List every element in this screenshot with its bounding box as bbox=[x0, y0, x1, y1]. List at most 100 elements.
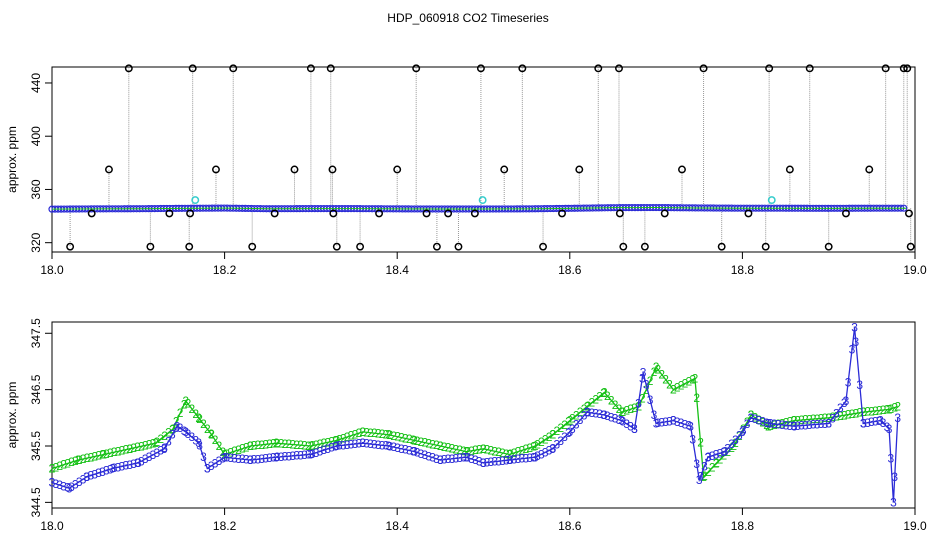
series-3-marker: 3 bbox=[779, 418, 786, 432]
high-outlier-marker bbox=[306, 64, 315, 73]
series-3-marker: 3 bbox=[348, 437, 355, 451]
series-3-marker: 3 bbox=[196, 439, 203, 453]
series-3-marker: 3 bbox=[165, 434, 172, 448]
series-2-marker: 2 bbox=[154, 435, 161, 449]
baseline-line bbox=[51, 207, 907, 210]
series-3-marker: 3 bbox=[204, 462, 211, 476]
series-2-marker: 2 bbox=[456, 443, 463, 457]
series-3-marker: 3 bbox=[569, 422, 576, 436]
series-3-marker: 3 bbox=[235, 452, 242, 466]
series-2-marker: 2 bbox=[783, 415, 790, 429]
series-2-marker: 2 bbox=[689, 372, 696, 386]
series-2-marker: 2 bbox=[658, 367, 665, 381]
series-3-marker: 3 bbox=[538, 447, 545, 461]
series-2-point: 2 bbox=[894, 400, 901, 414]
series-3-marker: 3 bbox=[686, 419, 693, 433]
series-2-marker: 2 bbox=[884, 403, 891, 417]
series-3-marker: 3 bbox=[421, 448, 428, 462]
series-3-marker: 3 bbox=[387, 439, 394, 453]
series-2-point: 2 bbox=[566, 414, 573, 428]
series-3-marker: 3 bbox=[600, 408, 607, 422]
series-3-marker: 3 bbox=[639, 371, 646, 385]
series-3-point: 3 bbox=[359, 436, 366, 450]
series-2-marker: 2 bbox=[270, 437, 277, 451]
high-outlier-marker bbox=[188, 64, 197, 73]
series-3-marker: 3 bbox=[220, 451, 227, 465]
series-3-point: 3 bbox=[308, 447, 315, 461]
series-2-marker: 2 bbox=[340, 431, 347, 445]
series-2-marker: 2 bbox=[344, 430, 351, 444]
series-2-marker: 2 bbox=[429, 437, 436, 451]
series-3-marker: 3 bbox=[371, 437, 378, 451]
series-2-marker: 2 bbox=[192, 407, 199, 421]
series-2-point: 2 bbox=[618, 405, 625, 419]
series-2-marker: 2 bbox=[495, 445, 502, 459]
series-2-marker: 2 bbox=[157, 432, 164, 446]
series-3-marker: 3 bbox=[332, 439, 339, 453]
mid-outlier-marker bbox=[678, 165, 686, 174]
series-3-marker: 3 bbox=[445, 452, 452, 466]
series-2-marker: 2 bbox=[484, 443, 491, 457]
series-2-point: 2 bbox=[75, 453, 82, 467]
series-3-marker: 3 bbox=[111, 461, 118, 475]
series-2-marker: 2 bbox=[740, 422, 747, 436]
series-3-marker: 3 bbox=[472, 453, 479, 467]
series-2-marker: 2 bbox=[274, 436, 281, 450]
series-3-marker: 3 bbox=[701, 459, 708, 473]
series-3-marker: 3 bbox=[495, 454, 502, 468]
series-2-marker: 2 bbox=[717, 453, 724, 467]
series-3-marker: 3 bbox=[487, 455, 494, 469]
series-3-marker: 3 bbox=[216, 454, 223, 468]
series-3-marker: 3 bbox=[181, 424, 188, 438]
series-3-marker: 3 bbox=[818, 417, 825, 431]
series-2-marker: 2 bbox=[662, 372, 669, 386]
series-2-marker: 2 bbox=[414, 434, 421, 448]
series-2-marker: 2 bbox=[212, 433, 219, 447]
series-2-marker: 2 bbox=[779, 416, 786, 430]
series-2-marker: 2 bbox=[99, 448, 106, 462]
series-3-point: 3 bbox=[221, 450, 228, 464]
series-3-marker: 3 bbox=[375, 438, 382, 452]
series-2-marker: 2 bbox=[359, 425, 366, 439]
series-3-marker: 3 bbox=[755, 413, 762, 427]
top-panel: 18.0 18.2 18.4 18.6 18.8 19.0 320 360 400 440 appr… bbox=[5, 64, 927, 277]
series-2-marker: 2 bbox=[647, 374, 654, 388]
series-2-marker: 2 bbox=[491, 444, 498, 458]
series-2-marker: 2 bbox=[60, 458, 67, 472]
series-3-marker: 3 bbox=[717, 446, 724, 460]
series-2-point: 2 bbox=[860, 405, 867, 419]
bottom-y-tick-label: 344.5 bbox=[29, 487, 43, 517]
series-3-point: 3 bbox=[894, 411, 901, 425]
series-2-marker: 2 bbox=[651, 365, 658, 379]
series-3-marker: 3 bbox=[678, 416, 685, 430]
series-3-marker: 3 bbox=[519, 452, 526, 466]
series-3-marker: 3 bbox=[309, 447, 316, 461]
series-2-point: 2 bbox=[169, 422, 176, 436]
series-2-point: 2 bbox=[653, 360, 660, 374]
series-2-marker: 2 bbox=[841, 408, 848, 422]
series-2-marker: 2 bbox=[107, 446, 114, 460]
series-3-marker: 3 bbox=[352, 437, 359, 451]
series-3-point: 3 bbox=[825, 416, 832, 430]
high-outlier-marker bbox=[805, 64, 814, 73]
series-3-point: 3 bbox=[195, 436, 202, 450]
series-2-marker: 2 bbox=[173, 415, 180, 429]
mid-outlier-marker bbox=[328, 165, 337, 174]
series-3-marker: 3 bbox=[693, 457, 700, 471]
series-2-marker: 2 bbox=[161, 429, 168, 443]
series-2-point: 2 bbox=[49, 462, 56, 476]
series-3-marker: 3 bbox=[355, 437, 362, 451]
series-2-marker: 2 bbox=[421, 436, 428, 450]
bottom-x-tick-label: 18.8 bbox=[731, 519, 755, 533]
series-2-marker: 2 bbox=[806, 412, 813, 426]
series-3-marker: 3 bbox=[806, 418, 813, 432]
series-3-point: 3 bbox=[653, 416, 660, 430]
bottom-x-tick-label: 18.0 bbox=[40, 519, 64, 533]
series-2-marker: 2 bbox=[612, 398, 619, 412]
series-2-marker: 2 bbox=[367, 426, 374, 440]
series-3-marker: 3 bbox=[134, 456, 141, 470]
series-3-marker: 3 bbox=[289, 449, 296, 463]
low-outlier-marker bbox=[66, 242, 75, 251]
series-3-marker: 3 bbox=[697, 469, 704, 483]
series-3-marker: 3 bbox=[658, 416, 665, 430]
